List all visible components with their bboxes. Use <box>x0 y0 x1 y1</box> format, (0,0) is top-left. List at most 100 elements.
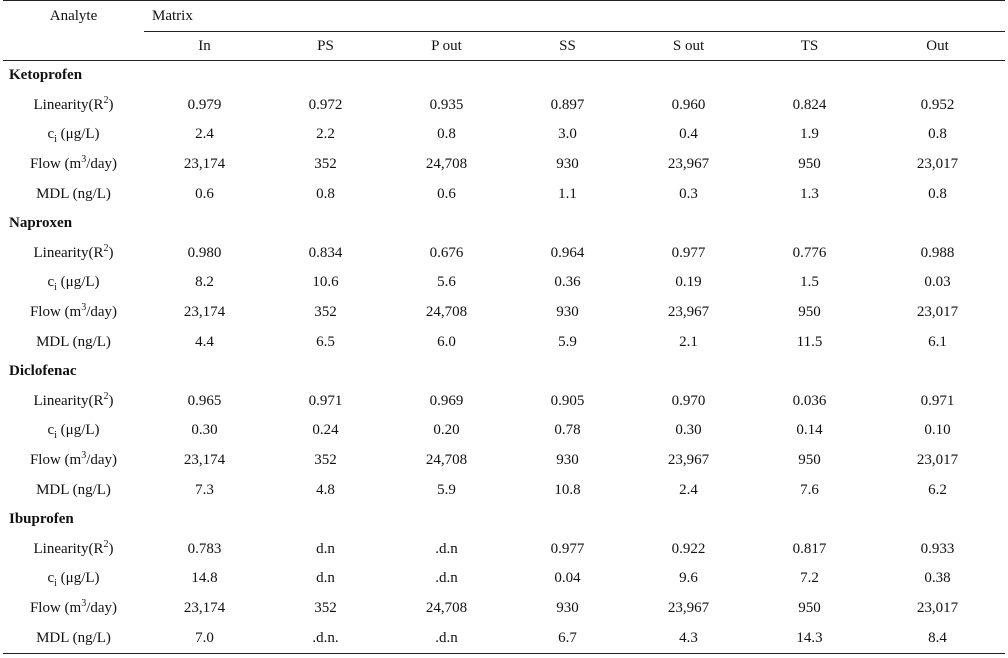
group-name: Naproxen <box>9 215 73 232</box>
table-cell: 0.30 <box>675 422 702 439</box>
row-label-mdl: MDL (ng/L) <box>36 185 111 202</box>
group-row: Naproxen <box>3 209 1005 239</box>
table-cell: 352 <box>314 304 337 321</box>
row-label-linearity: Linearity(R2) <box>3 239 144 269</box>
table-cell: .d.n <box>435 540 458 557</box>
table-cell: 0.952 <box>920 96 955 113</box>
column-header: S out <box>628 31 749 61</box>
table-cell: 4.3 <box>628 623 749 654</box>
table-cell: 14.3 <box>749 623 870 654</box>
label-superscript: 2 <box>103 538 109 550</box>
table-cell: 0.19 <box>675 274 702 291</box>
table-cell: 0.8 <box>928 185 947 202</box>
table-cell: 5.6 <box>437 274 456 291</box>
label-superscript: 3 <box>81 302 87 314</box>
table-cell: 1.3 <box>800 185 819 202</box>
group-name: Diclofenac <box>9 363 77 380</box>
table-row: ci (μg/L) 2.4 2.2 0.8 3.0 0.4 1.9 0.8 <box>3 120 1005 150</box>
row-label-ci: ci (μg/L) <box>3 120 144 150</box>
table-cell: 0.36 <box>554 274 581 291</box>
table-cell: 10.8 <box>554 481 581 498</box>
table-cell: 23,967 <box>667 452 710 469</box>
analyte-matrix-table: Analyte Matrix In PS P out SS S out TS O… <box>3 0 1006 654</box>
table-cell: 0.980 <box>187 244 222 261</box>
table-cell: 0.78 <box>554 422 581 439</box>
table-cell: 0.3 <box>679 185 698 202</box>
table-row: ci (μg/L) 8.2 10.6 5.6 0.36 0.19 1.5 0.03 <box>3 268 1005 298</box>
label-text: Flow (m <box>29 304 82 321</box>
table-cell: 0.935 <box>429 96 464 113</box>
label-superscript: 2 <box>103 242 109 254</box>
column-header: In <box>144 31 265 61</box>
table-cell: 0.977 <box>671 244 706 261</box>
group-row: Ibuprofen <box>3 505 1005 535</box>
label-text: Flow (m <box>29 156 82 173</box>
table-row: Flow (m3/day) 23,174 352 24,708 930 23,967 950… <box>3 298 1005 328</box>
table-cell: 0.824 <box>792 96 827 113</box>
table-cell: 0.979 <box>187 96 222 113</box>
table-cell: 930 <box>556 452 579 469</box>
table-cell: 0.6 <box>195 185 214 202</box>
table-cell: 0.971 <box>920 392 955 409</box>
table-cell: 11.5 <box>796 333 823 350</box>
label-text: c <box>47 422 55 439</box>
table-cell: 2.1 <box>679 333 698 350</box>
table-cell: 6.1 <box>928 333 947 350</box>
table-cell: 0.8 <box>316 185 335 202</box>
table-cell: 2.2 <box>316 126 335 143</box>
table-cell: 6.5 <box>316 333 335 350</box>
table-cell: 9.6 <box>679 570 698 587</box>
table-cell: 0.964 <box>550 244 585 261</box>
label-subscript: i <box>54 578 57 590</box>
label-text: Flow (m <box>29 452 82 469</box>
table-cell: 23,174 <box>183 599 226 616</box>
label-text: c <box>47 570 55 587</box>
table-row: Linearity(R2) 0.783 d.n .d.n 0.977 0.922 0.817… <box>3 535 1005 565</box>
table-cell: 0.977 <box>550 540 585 557</box>
table-cell: 23,017 <box>916 452 959 469</box>
table-cell: 23,017 <box>916 304 959 321</box>
label-superscript: 2 <box>103 390 109 402</box>
table-row: ci (μg/L) 14.8 d.n .d.n 0.04 9.6 7.2 0.38 <box>3 564 1005 594</box>
label-subscript: i <box>54 282 57 294</box>
table-cell: 1.5 <box>800 274 819 291</box>
label-text: Linearity(R <box>33 540 104 557</box>
table-row: ci (μg/L) 0.30 0.24 0.20 0.78 0.30 0.14 0.10 <box>3 416 1005 446</box>
table-cell: 23,967 <box>667 156 710 173</box>
header-blank-cell <box>3 31 144 61</box>
label-text: c <box>47 274 55 291</box>
label-text: c <box>47 126 55 143</box>
label-text: ) <box>108 244 114 261</box>
table-cell: 0.960 <box>671 96 706 113</box>
table-cell: 0.676 <box>429 244 464 261</box>
table-cell: 7.3 <box>195 481 214 498</box>
header-row-columns: In PS P out SS S out TS Out <box>3 31 1006 61</box>
table-cell: 0.8 <box>928 126 947 143</box>
label-text: /day) <box>86 599 118 616</box>
table-cell: 0.972 <box>308 96 343 113</box>
label-text: /day) <box>86 156 118 173</box>
row-label-mdl: MDL (ng/L) <box>36 481 111 498</box>
column-header: PS <box>265 31 386 61</box>
table-cell: 0.24 <box>312 422 339 439</box>
table-row: MDL (ng/L) 0.6 0.8 0.6 1.1 0.3 1.3 0.8 <box>3 179 1005 209</box>
table-cell: 930 <box>556 599 579 616</box>
group-row: Ketoprofen <box>3 61 1005 91</box>
table-cell: 0.8 <box>437 126 456 143</box>
label-text: (μg/L) <box>56 422 100 439</box>
label-text: /day) <box>86 452 118 469</box>
label-text: (μg/L) <box>56 126 100 143</box>
table-cell: 3.0 <box>558 126 577 143</box>
table-cell: 23,174 <box>183 452 226 469</box>
table-cell: 24,708 <box>425 304 468 321</box>
table-row: Linearity(R2) 0.980 0.834 0.676 0.964 0.977 0.… <box>3 239 1005 269</box>
table-row: MDL (ng/L) 7.3 4.8 5.9 10.8 2.4 7.6 6.2 <box>3 475 1005 505</box>
table-cell: 0.20 <box>433 422 460 439</box>
label-subscript: i <box>54 134 57 146</box>
table-cell: 0.38 <box>924 570 951 587</box>
table-cell: 0.04 <box>554 570 581 587</box>
table-cell: 0.988 <box>920 244 955 261</box>
table-cell: 0.897 <box>550 96 585 113</box>
table-cell: 0.905 <box>550 392 585 409</box>
table-cell: 8.2 <box>195 274 214 291</box>
